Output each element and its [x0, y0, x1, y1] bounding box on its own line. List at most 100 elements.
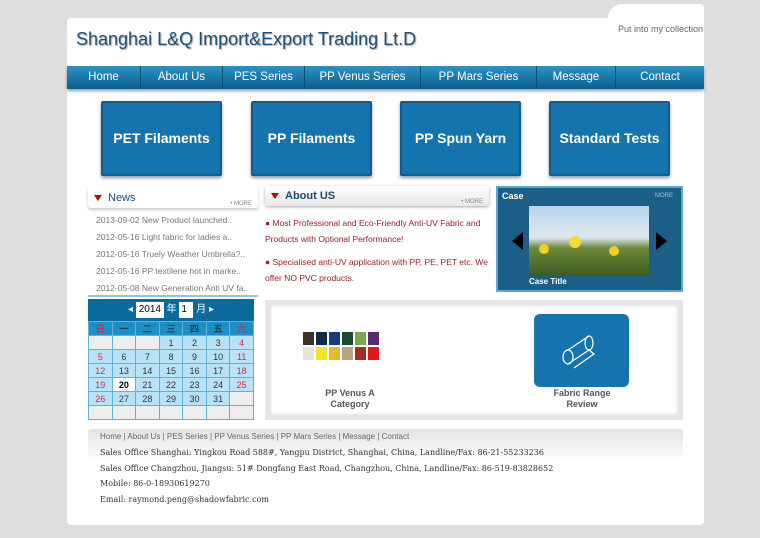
calendar-day[interactable]: 16 — [182, 363, 207, 378]
about-more-link[interactable]: • MORE — [461, 199, 483, 205]
nav-home[interactable]: Home — [67, 66, 141, 89]
nav-pes-series[interactable]: PES Series — [223, 66, 305, 89]
calendar-day[interactable]: 8 — [158, 349, 184, 364]
calendar-day[interactable]: 19 — [88, 377, 113, 392]
calendar-day[interactable]: 13 — [111, 363, 137, 378]
nav-contact[interactable]: Contact — [640, 71, 680, 83]
color-swatch — [329, 332, 340, 345]
calendar-day[interactable]: 7 — [135, 349, 160, 364]
calendar-day[interactable]: 24 — [205, 377, 231, 392]
footer-line: Sales Office Shanghai: Yingkou Road 588#… — [100, 448, 544, 457]
news-item[interactable]: 2012-05-16 PP textilene hot in marke.. — [96, 266, 241, 276]
calendar-day[interactable]: 11 — [229, 349, 254, 364]
calendar-day[interactable]: 30 — [182, 391, 207, 406]
calendar-day[interactable]: 9 — [182, 349, 207, 364]
month-input[interactable]: 1 — [179, 302, 194, 318]
nav-about-us[interactable]: About Us — [141, 66, 223, 89]
case-title: Case — [502, 191, 524, 201]
calendar-day[interactable]: 17 — [205, 363, 231, 378]
footer: Home | About Us | PES Series | PP Venus … — [88, 429, 683, 509]
calendar-day[interactable]: 31 — [205, 391, 231, 406]
calendar-day[interactable]: 22 — [158, 377, 184, 392]
product-label[interactable]: PP Venus A Category — [285, 388, 415, 410]
color-swatch — [342, 332, 353, 345]
next-arrow-icon[interactable] — [656, 232, 667, 250]
calendar-day[interactable]: 4 — [229, 335, 254, 350]
about-panel: About US • MORE ● Most Professional and … — [265, 186, 489, 293]
calendar-empty-cell — [88, 405, 113, 420]
calendar-empty-cell — [135, 405, 160, 420]
color-swatch — [355, 332, 366, 345]
calendar-day[interactable]: 1 — [158, 335, 184, 350]
prev-arrow-icon[interactable] — [512, 232, 523, 250]
about-paragraph: ● Specialised anti-UV application with P… — [265, 257, 488, 283]
news-header: News • MORE — [88, 186, 258, 208]
prev-month-icon[interactable]: ◂ — [128, 304, 134, 315]
fabric-roll-button[interactable] — [534, 314, 629, 387]
footer-links[interactable]: Home | About Us | PES Series | PP Venus … — [100, 432, 410, 441]
color-swatch — [368, 347, 379, 360]
calendar-day[interactable]: 6 — [111, 349, 137, 364]
calendar-day[interactable]: 12 — [88, 363, 113, 378]
month-label: 月 — [196, 304, 207, 315]
collection-link[interactable]: Put into my collection — [618, 24, 704, 34]
product-label[interactable]: Fabric Range Review — [520, 388, 644, 410]
weekday-header: 五 — [205, 321, 231, 336]
nav-pp-venus-series[interactable]: PP Venus Series — [305, 66, 421, 89]
next-month-icon[interactable]: ▸ — [208, 304, 214, 315]
calendar-day[interactable]: 25 — [229, 377, 254, 392]
news-item[interactable]: 2012-05-08 New Generation Anti UV fa.. — [96, 283, 249, 293]
calendar-day[interactable]: 20 — [111, 377, 137, 392]
nav-message[interactable]: Message — [537, 66, 616, 89]
calendar-day[interactable]: 14 — [135, 363, 160, 378]
weekday-header: 六 — [229, 321, 254, 336]
calendar-day[interactable]: 27 — [111, 391, 137, 406]
weekday-header: 四 — [182, 321, 207, 336]
news-item[interactable]: 2012-05-16 Truely Weather Umbrella?.. — [96, 249, 246, 259]
standard-tests-button[interactable]: Standard Tests — [549, 101, 670, 176]
calendar-grid: 日一二三四五六 1 2 3 4 5 6 7 8 9 10 11 12 13 14 15 16 17 18 19 20 21… — [88, 321, 254, 420]
calendar-day[interactable]: 26 — [88, 391, 113, 406]
case-panel: Case MORE Case Title — [496, 186, 683, 292]
color-card-image[interactable] — [303, 320, 383, 390]
news-more-link[interactable]: • MORE — [230, 201, 252, 207]
calendar-day[interactable]: 5 — [88, 349, 113, 364]
calendar-day[interactable]: 18 — [229, 363, 254, 378]
calendar-day[interactable]: 29 — [158, 391, 184, 406]
year-input[interactable]: 2014 — [135, 302, 164, 318]
calendar-day[interactable]: 28 — [135, 391, 160, 406]
calendar-day[interactable]: 10 — [205, 349, 231, 364]
fabric-roll-icon — [562, 335, 596, 369]
site-title: Shanghai L&Q Import&Export Trading Lt.D — [76, 29, 417, 49]
pp-spun-yarn-button[interactable]: PP Spun Yarn — [400, 101, 521, 176]
calendar-empty-cell — [135, 335, 160, 350]
weekday-header: 二 — [135, 321, 160, 336]
news-item[interactable]: 2012-05-16 Light fabric for ladies a.. — [96, 232, 233, 242]
nav-pp-mars-series[interactable]: PP Mars Series — [421, 66, 537, 89]
pet-filaments-button[interactable]: PET Filaments — [101, 101, 222, 176]
about-paragraph: ● Most Professional and Eco-Friendly Ant… — [265, 218, 481, 244]
weekday-header: 一 — [111, 321, 137, 336]
news-item[interactable]: 2013-09-02 New Product launched.. — [96, 215, 233, 225]
color-swatch — [303, 347, 314, 360]
product-label-line: Review — [566, 399, 598, 409]
news-panel: News • MORE 2013-09-02 New Product launc… — [88, 186, 258, 297]
triangle-icon — [271, 193, 279, 199]
flower-shape — [569, 236, 581, 248]
triangle-icon — [94, 195, 102, 201]
calendar-day[interactable]: 15 — [158, 363, 184, 378]
calendar-day[interactable]: 23 — [182, 377, 207, 392]
flower-shape — [539, 244, 549, 254]
calendar-day[interactable]: 3 — [205, 335, 231, 350]
calendar-empty-cell — [229, 391, 254, 406]
case-more-link[interactable]: MORE — [655, 193, 673, 199]
pp-filaments-button[interactable]: PP Filaments — [251, 101, 372, 176]
case-image[interactable] — [529, 206, 649, 276]
color-swatch — [316, 347, 327, 360]
calendar-day[interactable]: 21 — [135, 377, 160, 392]
calendar-day[interactable]: 2 — [182, 335, 207, 350]
color-swatch — [355, 347, 366, 360]
color-swatch — [368, 332, 379, 345]
product-label-line: Fabric Range — [553, 388, 611, 398]
about-header: About US • MORE — [265, 186, 489, 206]
